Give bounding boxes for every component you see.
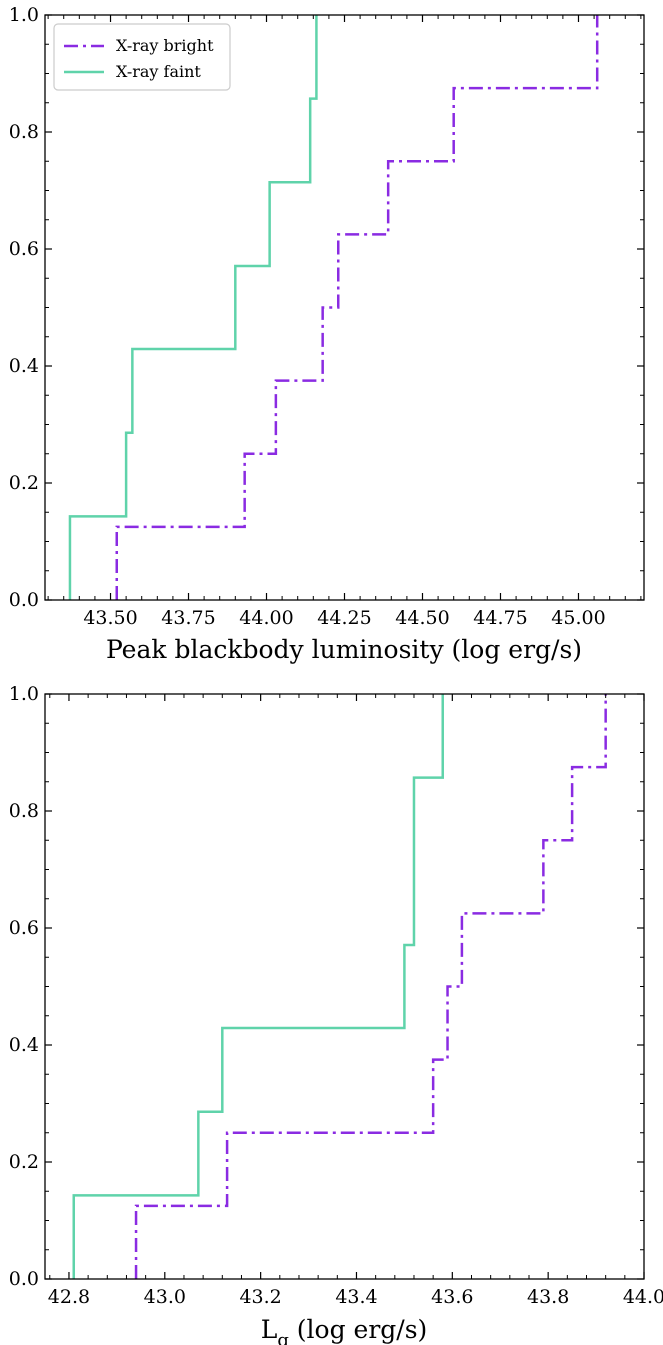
y-tick-label: 0.6 [9,917,39,939]
top-x-axis-label: Peak blackbody luminosity (log erg/s) [106,635,582,664]
bottom-series-layer [72,694,607,1279]
bottom-axes-frame [44,693,645,1280]
x-tick-label: 43.8 [527,1286,569,1308]
top-ticks: 0.0 0.2 0.4 0.6 0.8 1.0 43.50 43.75 44.00 44.25 44… [9,4,644,629]
y-tick-label: 0.0 [9,589,39,611]
y-tick-label: 0.8 [9,800,39,822]
x-tick-label: 43.4 [335,1286,377,1308]
y-tick-label: 0.6 [9,238,39,260]
y-tick-label: 1.0 [9,4,39,26]
x-tick-label: 45.00 [551,607,605,629]
y-tick-label: 0.4 [9,1034,39,1056]
x-tick-label: 44.25 [317,607,371,629]
x-tick-label: 42.8 [48,1286,90,1308]
series-x-ray-bright [134,694,607,1279]
y-tick-label: 0.8 [9,121,39,143]
x-tick-label: 43.0 [144,1286,186,1308]
series-x-ray-faint [72,694,444,1279]
series-x-ray-bright [115,15,599,600]
x-tick-label: 43.6 [431,1286,473,1308]
x-tick-label: 44.50 [395,607,449,629]
x-tick-label: 44.0 [623,1286,663,1308]
legend-label: X-ray faint [116,62,201,81]
y-tick-label: 1.0 [9,683,39,705]
bottom-x-axis-label-rest: (log erg/s) [289,1315,427,1344]
top-panel: 0.0 0.2 0.4 0.6 0.8 1.0 43.50 43.75 44.00 44.25 44… [9,4,645,664]
x-tick-label: 44.00 [239,607,293,629]
top-series-layer [68,15,599,600]
y-tick-label: 0.2 [9,1151,39,1173]
x-tick-label: 44.75 [473,607,527,629]
bottom-ticks: 0.0 0.2 0.4 0.6 0.8 1.0 42.8 43.0 43.2 43.4 43.6 43… [9,683,663,1308]
legend-label: X-ray bright [116,36,214,55]
bottom-x-axis-label: Lg (log erg/s) [261,1315,428,1345]
bottom-panel: 0.0 0.2 0.4 0.6 0.8 1.0 42.8 43.0 43.2 43.4 43.6 43… [9,683,663,1345]
bottom-x-axis-label-subscript: g [277,1330,289,1345]
x-tick-label: 43.2 [239,1286,281,1308]
x-tick-label: 43.50 [83,607,137,629]
legend-box [53,23,231,91]
top-axes-frame [44,14,645,601]
legend: X-ray bright X-ray faint [53,23,231,91]
x-tick-label: 43.75 [161,607,215,629]
y-tick-label: 0.0 [9,1268,39,1290]
bottom-x-axis-label-main: L [261,1315,278,1344]
y-tick-label: 0.4 [9,355,39,377]
y-tick-label: 0.2 [9,472,39,494]
series-x-ray-faint [68,15,318,600]
